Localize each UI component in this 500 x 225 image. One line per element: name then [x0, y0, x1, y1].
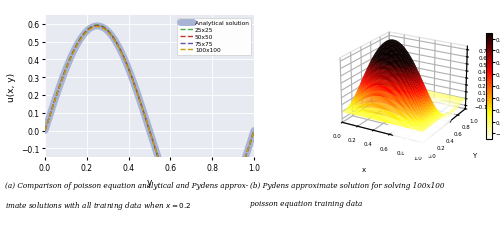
50x50 — [94, 25, 100, 28]
25x25 — [233, 184, 239, 187]
Analytical solution — [170, 199, 176, 201]
100x100 — [167, 190, 173, 192]
Text: poisson equation training data: poisson equation training data — [250, 199, 362, 207]
25x25 — [166, 189, 172, 191]
25x25 — [251, 130, 257, 132]
Text: (a) Comparison of poisson equation analytical and Pydens approx-: (a) Comparison of poisson equation analy… — [5, 181, 248, 189]
25x25 — [42, 127, 48, 130]
75x75 — [42, 127, 48, 130]
25x25 — [42, 130, 48, 132]
Analytical solution — [220, 214, 226, 217]
100x100 — [42, 130, 48, 132]
50x50 — [251, 130, 257, 132]
50x50 — [220, 214, 226, 217]
50x50 — [233, 184, 239, 187]
50x50 — [42, 127, 48, 130]
100x100 — [166, 188, 172, 191]
75x75 — [233, 184, 239, 186]
75x75 — [167, 190, 173, 193]
Line: 75x75: 75x75 — [45, 27, 254, 225]
25x25 — [167, 191, 173, 193]
25x25 — [170, 199, 176, 202]
Analytical solution — [42, 130, 48, 132]
50x50 — [166, 189, 172, 191]
Y-axis label: Y: Y — [472, 152, 476, 158]
Analytical solution — [94, 25, 100, 28]
X-axis label: x: x — [362, 166, 366, 172]
Text: imate solutions with all training data when $x = 0.2$: imate solutions with all training data w… — [5, 199, 191, 211]
100x100 — [170, 198, 176, 201]
100x100 — [220, 214, 226, 216]
50x50 — [170, 199, 176, 202]
100x100 — [94, 26, 100, 29]
Line: 25x25: 25x25 — [45, 26, 254, 225]
50x50 — [167, 190, 173, 193]
Analytical solution — [233, 184, 239, 186]
Y-axis label: u(x, y): u(x, y) — [6, 72, 16, 101]
Legend: Analytical solution, 25x25, 50x50, 75x75, 100x100: Analytical solution, 25x25, 50x50, 75x75… — [178, 19, 251, 56]
Line: Analytical solution: Analytical solution — [45, 27, 254, 225]
X-axis label: y: y — [147, 178, 152, 187]
75x75 — [170, 198, 176, 201]
75x75 — [166, 188, 172, 191]
Text: (b) Pydens approximate solution for solving 100x100: (b) Pydens approximate solution for solv… — [250, 181, 444, 189]
75x75 — [42, 130, 48, 132]
50x50 — [42, 130, 48, 132]
Analytical solution — [166, 188, 172, 191]
Line: 100x100: 100x100 — [45, 27, 254, 225]
Analytical solution — [42, 127, 48, 130]
75x75 — [251, 130, 257, 132]
100x100 — [251, 130, 257, 132]
25x25 — [94, 25, 100, 27]
25x25 — [220, 215, 226, 217]
100x100 — [233, 183, 239, 186]
Analytical solution — [251, 130, 257, 132]
100x100 — [42, 127, 48, 130]
Analytical solution — [167, 190, 173, 193]
Line: 50x50: 50x50 — [45, 26, 254, 225]
75x75 — [94, 26, 100, 29]
75x75 — [220, 214, 226, 216]
